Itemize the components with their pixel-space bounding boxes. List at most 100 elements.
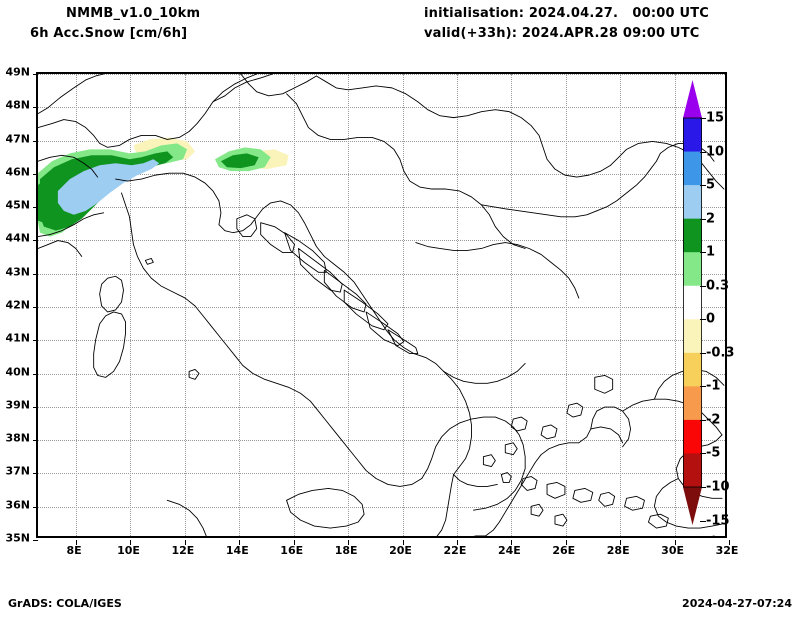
y-axis-tick: [33, 307, 38, 308]
x-axis-label: 20E: [389, 544, 412, 557]
y-axis-label: 42N: [5, 298, 30, 312]
gridline-horizontal: [38, 74, 725, 75]
y-axis-label: 48N: [5, 98, 30, 112]
gridline-horizontal: [38, 406, 725, 408]
colorbar-tick-label: 15: [706, 110, 725, 126]
x-axis-label: 18E: [334, 544, 358, 557]
y-axis-tick: [33, 506, 38, 508]
colorbar-band: [683, 419, 702, 454]
gridline-vertical: [184, 74, 186, 536]
y-axis-tick: [33, 74, 38, 75]
x-axis-tick: [729, 540, 730, 545]
colorbar-band: [683, 319, 702, 354]
y-axis-tick: [33, 540, 38, 541]
y-axis-label: 45N: [5, 198, 30, 212]
colorbar-band: [683, 118, 702, 152]
header-valid-time: valid(+33h): 2024.APR.28 09:00 UTC: [424, 26, 700, 41]
gridline-horizontal: [38, 273, 725, 275]
colorbar-swatches: [683, 80, 703, 525]
y-axis-label: 49N: [5, 65, 30, 79]
gridline-horizontal: [38, 307, 725, 308]
y-axis-label: 41N: [5, 331, 30, 345]
x-axis-tick: [184, 540, 186, 545]
gridline-horizontal: [38, 140, 725, 142]
y-axis-tick: [33, 440, 38, 442]
x-axis-tick: [674, 540, 676, 545]
colorbar-tick: [700, 185, 706, 187]
colorbar-band: [683, 453, 702, 488]
y-axis-label: 46N: [5, 165, 30, 179]
x-axis-label: 32E: [715, 544, 739, 557]
x-axis-tick: [130, 540, 132, 545]
gridline-horizontal: [38, 440, 725, 442]
gridline-vertical: [239, 74, 241, 536]
colorbar: [683, 80, 703, 525]
colorbar-band: [683, 386, 702, 421]
header-initialisation: initialisation: 2024.04.27. 00:00 UTC: [424, 6, 710, 21]
colorbar-tick-label: -0.3: [706, 345, 735, 361]
colorbar-tick-label: 0.3: [706, 278, 730, 294]
y-axis-label: 47N: [5, 132, 30, 146]
footer-timestamp: 2024-04-27-07:24: [682, 597, 792, 610]
footer-attribution: GrADS: COLA/IGES: [8, 597, 122, 610]
x-axis-tick: [511, 540, 513, 545]
y-axis-tick: [33, 173, 38, 175]
y-axis-tick: [33, 240, 38, 242]
gridline-horizontal: [38, 473, 725, 475]
y-axis-tick: [33, 373, 38, 375]
gridline-vertical: [674, 74, 676, 536]
coastline-layer: [38, 74, 725, 536]
y-axis-label: 40N: [5, 365, 30, 379]
y-axis-tick: [33, 207, 38, 209]
x-axis-tick: [565, 540, 567, 545]
colorbar-tick: [700, 419, 706, 421]
colorbar-band: [683, 185, 702, 220]
x-axis-label: 14E: [225, 544, 249, 557]
colorbar-tick-label: -10: [706, 479, 730, 495]
colorbar-tick: [700, 319, 706, 321]
colorbar-tick-label: 5: [706, 177, 716, 193]
colorbar-tick: [700, 487, 706, 488]
colorbar-tick: [700, 520, 706, 522]
colorbar-band: [683, 285, 702, 320]
snow-shading-group: [38, 137, 289, 237]
colorbar-band: [683, 352, 702, 387]
colorbar-tick: [700, 386, 706, 388]
x-axis-tick: [76, 540, 78, 545]
y-axis-tick: [33, 140, 38, 142]
y-axis-label: 35N: [5, 531, 30, 545]
gridline-horizontal: [38, 340, 725, 342]
x-axis-label: 16E: [280, 544, 304, 557]
colorbar-tick-label: -15: [706, 513, 730, 529]
colorbar-tick: [700, 453, 706, 455]
colorbar-tick: [700, 252, 706, 254]
colorbar-band: [683, 151, 702, 186]
x-axis-label: 26E: [552, 544, 576, 557]
colorbar-band-bottom-triangle: [683, 487, 702, 525]
gridline-horizontal: [38, 207, 725, 209]
gridline-vertical: [293, 74, 295, 536]
gridline-horizontal: [38, 373, 725, 375]
y-axis-label: 37N: [5, 464, 30, 478]
gridline-vertical: [511, 74, 513, 536]
snow-band-darkgreen-2: [220, 153, 259, 169]
y-axis-label: 43N: [5, 265, 30, 279]
colorbar-tick-label: 1: [706, 244, 716, 260]
gridline-vertical: [130, 74, 132, 536]
colorbar-tick-label: 2: [706, 211, 716, 227]
snow-band-lightblue: [57, 159, 160, 215]
y-axis-label: 38N: [5, 431, 30, 445]
y-axis-label: 44N: [5, 231, 30, 245]
gridline-vertical: [76, 74, 78, 536]
x-axis-label: 30E: [661, 544, 684, 557]
y-axis-label: 39N: [5, 398, 30, 412]
colorbar-band: [683, 252, 702, 287]
map-vector-layer: [38, 74, 725, 536]
x-axis-tick: [402, 540, 404, 545]
x-axis-tick: [293, 540, 295, 545]
colorbar-tick-label: -1: [706, 378, 721, 394]
x-axis-tick: [239, 540, 241, 545]
colorbar-tick-label: 10: [706, 144, 725, 160]
x-axis-tick: [456, 540, 458, 545]
colorbar-tick: [700, 118, 706, 119]
